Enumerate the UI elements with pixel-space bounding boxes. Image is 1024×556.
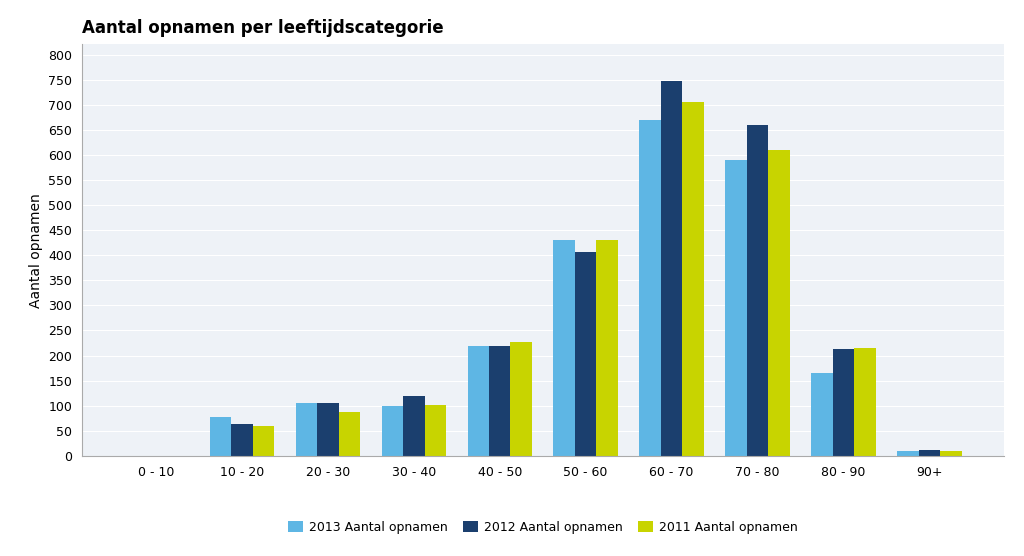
Bar [403, 396, 425, 456]
Bar [231, 424, 253, 456]
Bar [940, 451, 962, 456]
Bar [253, 426, 274, 456]
Bar [897, 451, 919, 456]
Bar [660, 81, 682, 456]
Bar [210, 417, 231, 456]
Y-axis label: Aantal opnamen: Aantal opnamen [29, 193, 43, 307]
Bar [339, 412, 360, 456]
Bar [811, 373, 833, 456]
Bar [489, 345, 511, 456]
Bar [639, 120, 660, 456]
Bar [746, 125, 768, 456]
Bar [425, 405, 446, 456]
Bar [833, 349, 854, 456]
Bar [382, 406, 403, 456]
Text: Aantal opnamen per leeftijdscategorie: Aantal opnamen per leeftijdscategorie [82, 19, 443, 37]
Bar [511, 341, 532, 456]
Bar [553, 240, 574, 456]
Bar [768, 150, 790, 456]
Bar [854, 348, 876, 456]
Bar [574, 252, 596, 456]
Legend: 2013 Aantal opnamen, 2012 Aantal opnamen, 2011 Aantal opnamen: 2013 Aantal opnamen, 2012 Aantal opnamen… [283, 515, 803, 539]
Bar [919, 450, 940, 456]
Bar [682, 102, 703, 456]
Bar [296, 403, 317, 456]
Bar [596, 240, 617, 456]
Bar [468, 345, 489, 456]
Bar [317, 403, 339, 456]
Bar [725, 160, 746, 456]
